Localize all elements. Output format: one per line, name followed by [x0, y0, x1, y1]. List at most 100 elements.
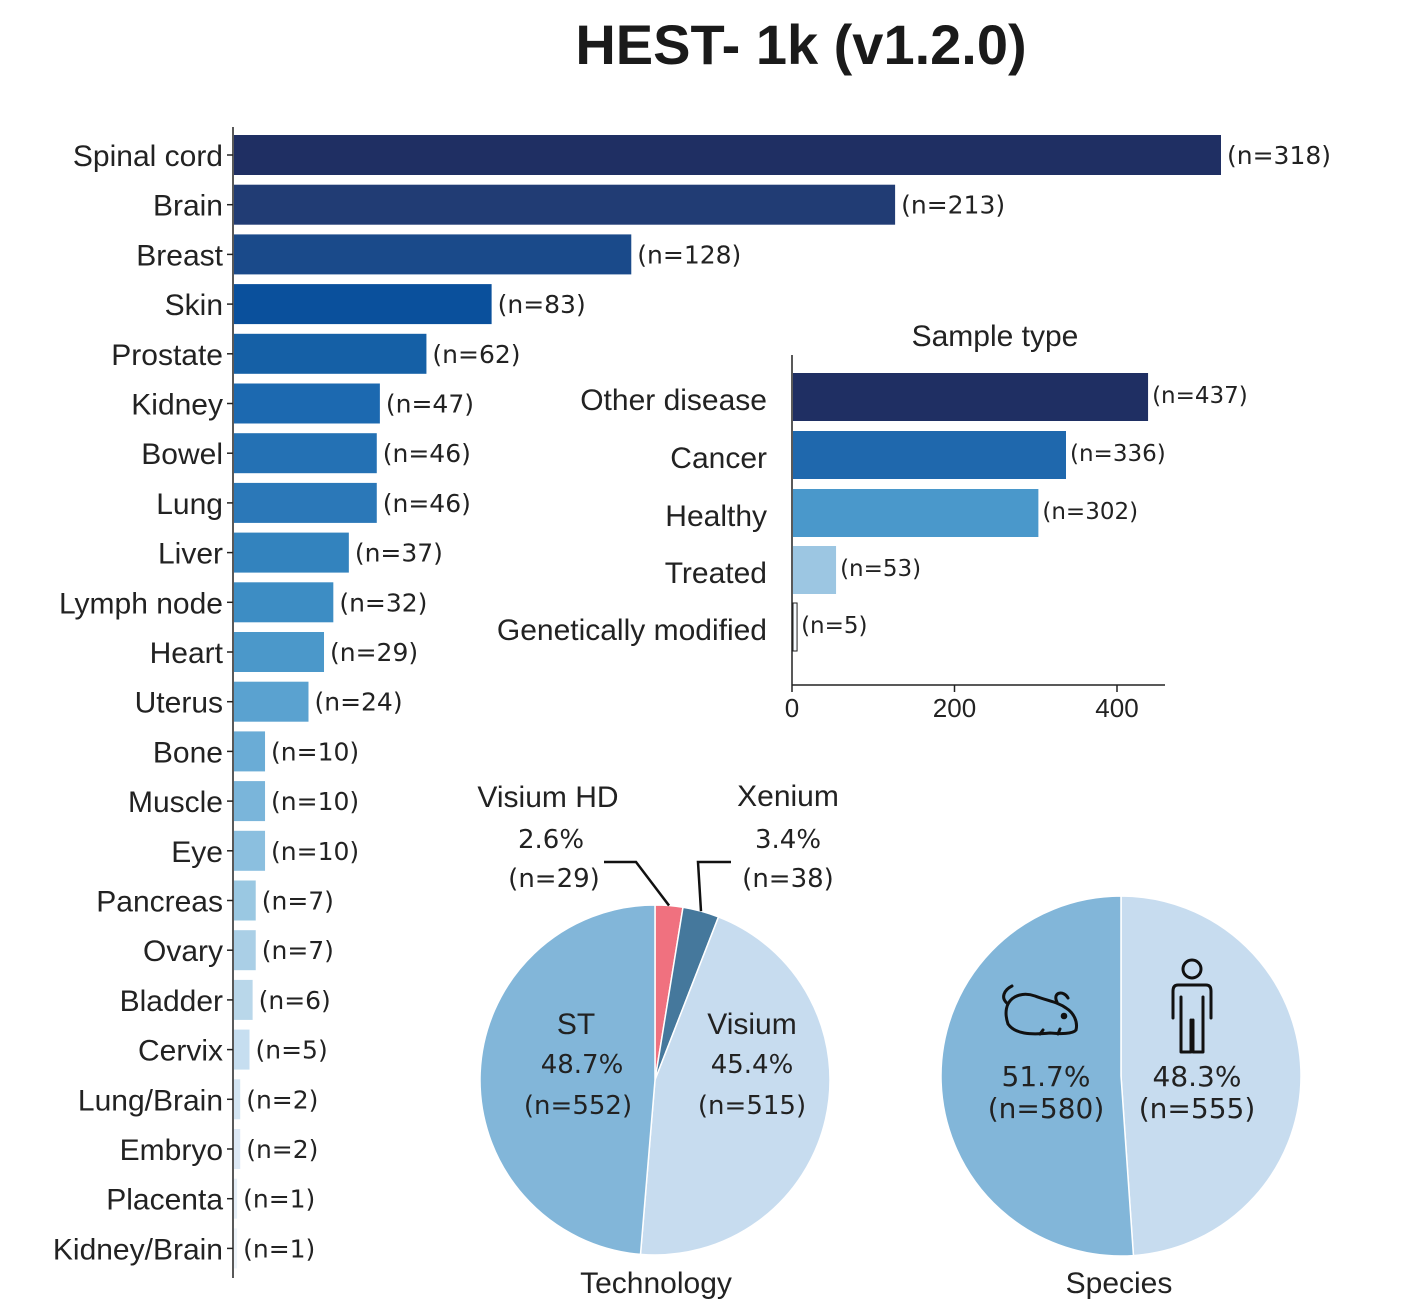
visium-hd-percent: 2.6%: [518, 825, 584, 855]
organ-bar: [234, 880, 256, 921]
organ-label: Lymph node: [59, 587, 223, 620]
species-title: Species: [1066, 1267, 1173, 1300]
organ-count-label: (n=7): [262, 887, 334, 916]
organ-count-label: (n=2): [246, 1085, 318, 1114]
technology-slice: [479, 904, 656, 1256]
organ-bar: [234, 433, 377, 474]
visium-label: Visium: [707, 1008, 796, 1041]
organ-count-label: (n=29): [330, 638, 418, 667]
organ-bar: [234, 930, 256, 971]
organ-count-label: (n=128): [637, 240, 741, 269]
sample-type-label: Healthy: [665, 500, 767, 533]
organ-count-label: (n=47): [386, 390, 474, 419]
sample-type-label: Treated: [665, 557, 767, 590]
sample-type-bar: [793, 431, 1066, 479]
organ-count-label: (n=62): [432, 340, 520, 369]
sample-type-label: Genetically modified: [497, 614, 767, 647]
organ-label: Lung/Brain: [78, 1084, 223, 1117]
xenium-count: (n=38): [742, 864, 834, 894]
organ-bar: [234, 333, 427, 374]
organ-label: Ovary: [143, 935, 223, 968]
organ-bar: [234, 482, 377, 523]
sample-type-x-tick-label: 400: [1095, 693, 1138, 723]
organ-label: Uterus: [135, 687, 223, 720]
organ-label: Pancreas: [96, 886, 223, 919]
organ-count-label: (n=213): [901, 191, 1005, 220]
organ-count-label: (n=10): [271, 787, 359, 816]
sample-type-bar: [793, 489, 1039, 537]
organ-label: Liver: [158, 538, 223, 571]
sample-type-label: Other disease: [580, 384, 767, 417]
organ-bar: [234, 532, 349, 573]
organ-bar: [234, 184, 896, 225]
organ-label: Muscle: [128, 786, 223, 819]
organ-count-label: (n=46): [383, 489, 471, 518]
organ-label: Bowel: [141, 438, 223, 471]
organ-bar: [234, 830, 266, 871]
sample-type-count-label: (n=53): [840, 556, 921, 582]
organ-count-label: (n=46): [383, 439, 471, 468]
sample-type-label: Cancer: [670, 442, 767, 475]
organ-label: Brain: [153, 190, 223, 223]
organ-bar: [234, 1129, 241, 1169]
sample-type-bar: [792, 602, 798, 652]
visium-hd-count: (n=29): [508, 864, 600, 894]
organ-bar: [234, 383, 380, 424]
species-slice: [940, 895, 1135, 1257]
organ-count-label: (n=83): [498, 290, 586, 319]
sample-type-count-label: (n=5): [801, 613, 867, 639]
organ-count-label: (n=24): [314, 688, 402, 717]
technology-slice: [639, 915, 831, 1256]
organ-bar: [234, 1228, 238, 1269]
organ-count-label: (n=10): [271, 837, 359, 866]
organ-bar: [234, 681, 309, 722]
organ-count-label: (n=32): [339, 588, 427, 617]
human-percent: 48.3%: [1153, 1060, 1242, 1093]
organ-bar: [234, 284, 492, 325]
visium-percent: 45.4%: [711, 1050, 794, 1080]
organ-bar: [234, 979, 253, 1020]
organ-bar: [234, 234, 632, 275]
organ-label: Heart: [150, 637, 224, 670]
sample-type-x-tick-label: 0: [785, 693, 799, 723]
organ-label: Kidney/Brain: [53, 1233, 223, 1266]
organ-count-label: (n=318): [1227, 141, 1331, 170]
organ-count-label: (n=10): [271, 737, 359, 766]
organ-label: Skin: [165, 289, 223, 322]
xenium-percent: 3.4%: [755, 825, 821, 855]
st-label: ST: [557, 1008, 595, 1041]
visium-hd-label: Visium HD: [477, 781, 618, 814]
organ-count-label: (n=1): [243, 1234, 315, 1263]
organ-label: Breast: [136, 239, 223, 272]
organ-count-label: (n=1): [243, 1185, 315, 1214]
organ-bar: [234, 781, 266, 822]
sample-type-bar: [793, 373, 1149, 421]
human-icon: [1171, 958, 1213, 1054]
organ-label: Bladder: [120, 985, 223, 1018]
mouse-count: (n=580): [988, 1092, 1105, 1125]
organ-bar: [234, 135, 1221, 175]
organ-label: Bone: [153, 736, 223, 769]
organ-label: Cervix: [138, 1035, 223, 1068]
xenium-leader-line: [696, 860, 731, 912]
human-count: (n=555): [1139, 1092, 1256, 1125]
sample-type-x-tick-label: 200: [933, 693, 976, 723]
species-slice: [1120, 895, 1302, 1257]
organ-label: Embryo: [120, 1134, 223, 1167]
organ-bar: [234, 582, 334, 623]
sample-type-count-label: (n=302): [1042, 499, 1138, 525]
mouse-percent: 51.7%: [1002, 1060, 1091, 1093]
organ-bar: [234, 632, 325, 672]
st-percent: 48.7%: [541, 1050, 624, 1080]
page-title: HEST- 1k (v1.2.0): [575, 13, 1027, 76]
organ-count-label: (n=37): [355, 539, 443, 568]
xenium-label: Xenium: [737, 780, 839, 813]
mouse-icon: [1002, 984, 1078, 1036]
sample-type-bar: [793, 546, 837, 594]
organ-bar: [234, 1029, 250, 1070]
organ-count-label: (n=7): [262, 936, 334, 965]
organ-count-label: (n=5): [256, 1036, 328, 1065]
organ-label: Prostate: [111, 339, 223, 372]
organ-label: Lung: [156, 488, 223, 521]
